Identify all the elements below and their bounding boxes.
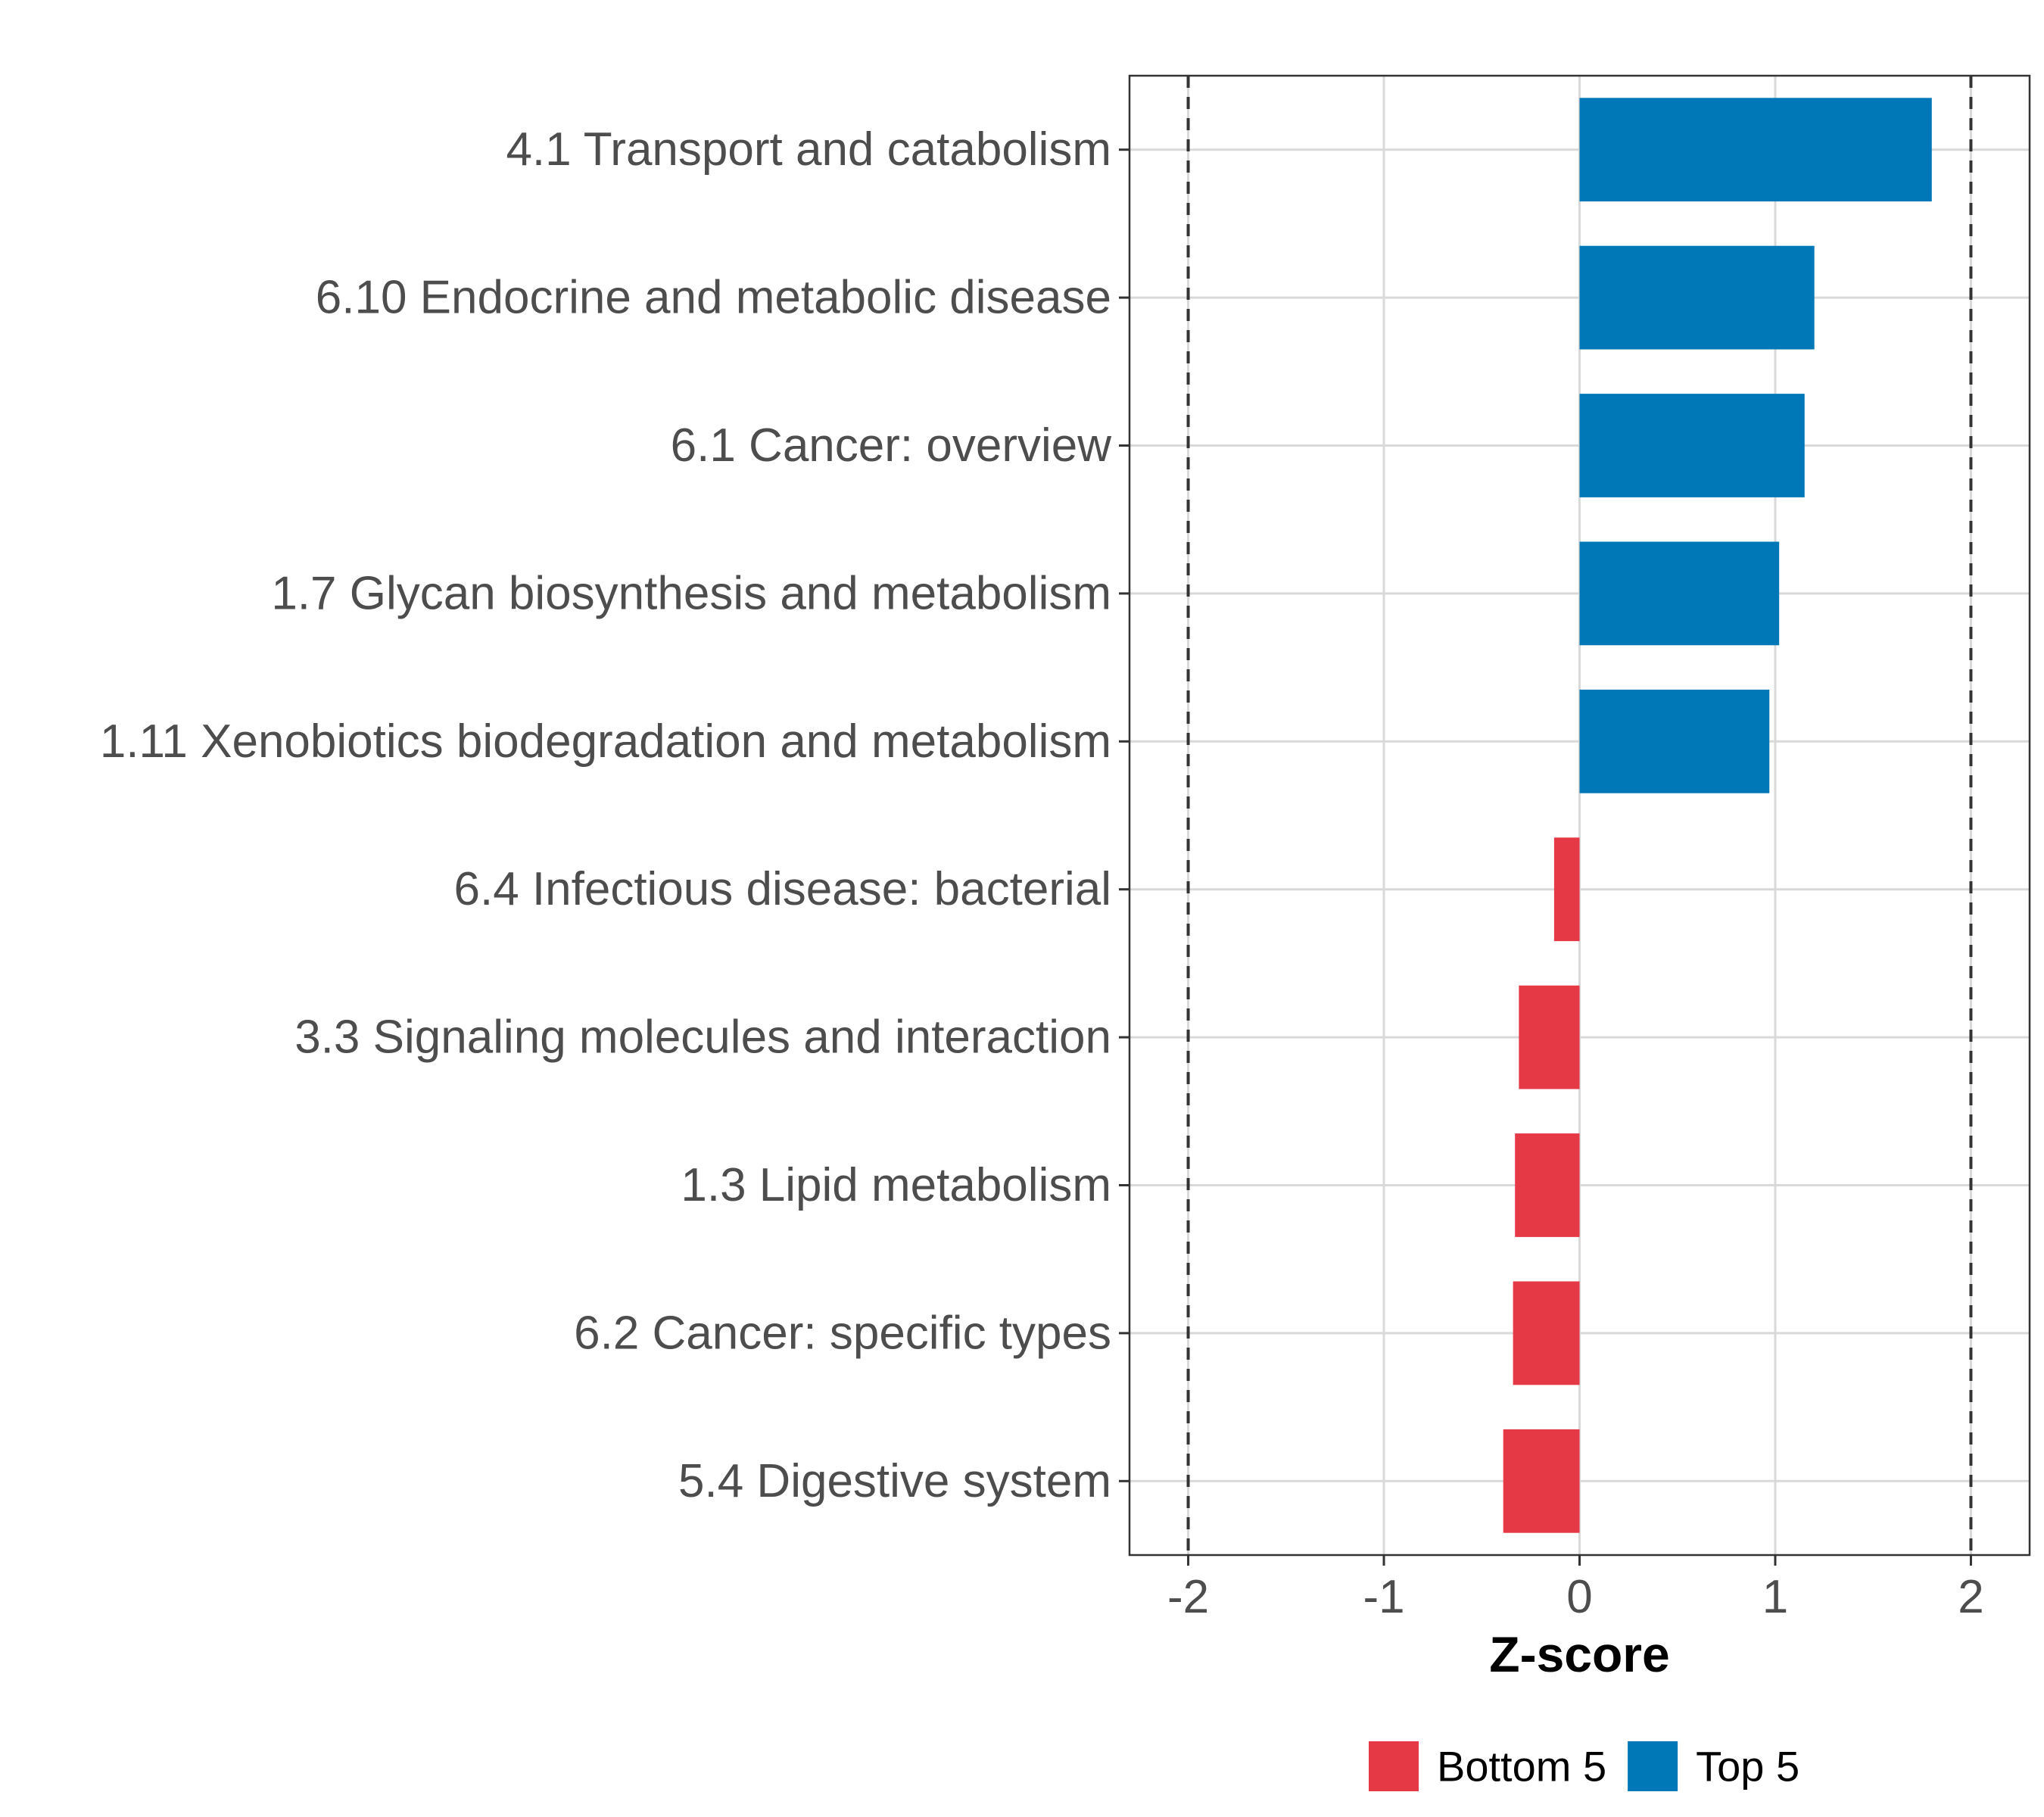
y-tick-label: 1.3 Lipid metabolism — [681, 1159, 1111, 1211]
bar — [1513, 1281, 1580, 1385]
bar — [1553, 837, 1580, 942]
bar — [1579, 245, 1815, 350]
y-tick-label: 6.4 Infectious disease: bacterial — [453, 863, 1111, 915]
bars — [1503, 98, 1932, 1533]
x-tick-label: -1 — [1363, 1571, 1404, 1623]
bar — [1519, 985, 1580, 1089]
reference-lines — [1186, 76, 1973, 1555]
x-tick-label: 0 — [1566, 1571, 1592, 1623]
y-tick-label: 6.1 Cancer: overview — [671, 419, 1112, 472]
y-axis-ticks: 4.1 Transport and catabolism 6.10 Endocri… — [100, 123, 1129, 1507]
y-tick-label: 6.10 Endocrine and metabolic disease — [316, 272, 1111, 324]
legend-label: Bottom 5 — [1437, 1743, 1606, 1791]
x-tick-label: -2 — [1167, 1571, 1209, 1623]
x-tick-label: 1 — [1762, 1571, 1788, 1623]
legend-key — [1628, 1741, 1678, 1791]
y-tick-label: 5.4 Digestive system — [678, 1455, 1111, 1507]
x-axis-ticks: -2 -1 0 1 2 — [1167, 1555, 1984, 1623]
legend-label: Top 5 — [1696, 1743, 1799, 1791]
y-tick-label: 1.11 Xenobiotics biodegradation and meta… — [100, 715, 1111, 768]
legend: Bottom 5 Top 5 — [1369, 1741, 1799, 1791]
legend-key — [1369, 1741, 1419, 1791]
y-tick-label: 3.3 Signaling molecules and interaction — [294, 1011, 1111, 1064]
bar — [1579, 689, 1770, 793]
y-tick-label: 6.2 Cancer: specific types — [574, 1307, 1111, 1359]
bar — [1579, 394, 1805, 497]
x-axis-title: Z-score — [1489, 1626, 1669, 1682]
bar — [1579, 541, 1780, 646]
y-tick-label: 4.1 Transport and catabolism — [506, 123, 1111, 176]
y-tick-label: 1.7 Glycan biosynthesis and metabolism — [271, 567, 1111, 619]
bar — [1515, 1133, 1580, 1237]
bar — [1503, 1429, 1580, 1533]
x-tick-label: 2 — [1958, 1571, 1983, 1623]
bar — [1579, 98, 1932, 202]
